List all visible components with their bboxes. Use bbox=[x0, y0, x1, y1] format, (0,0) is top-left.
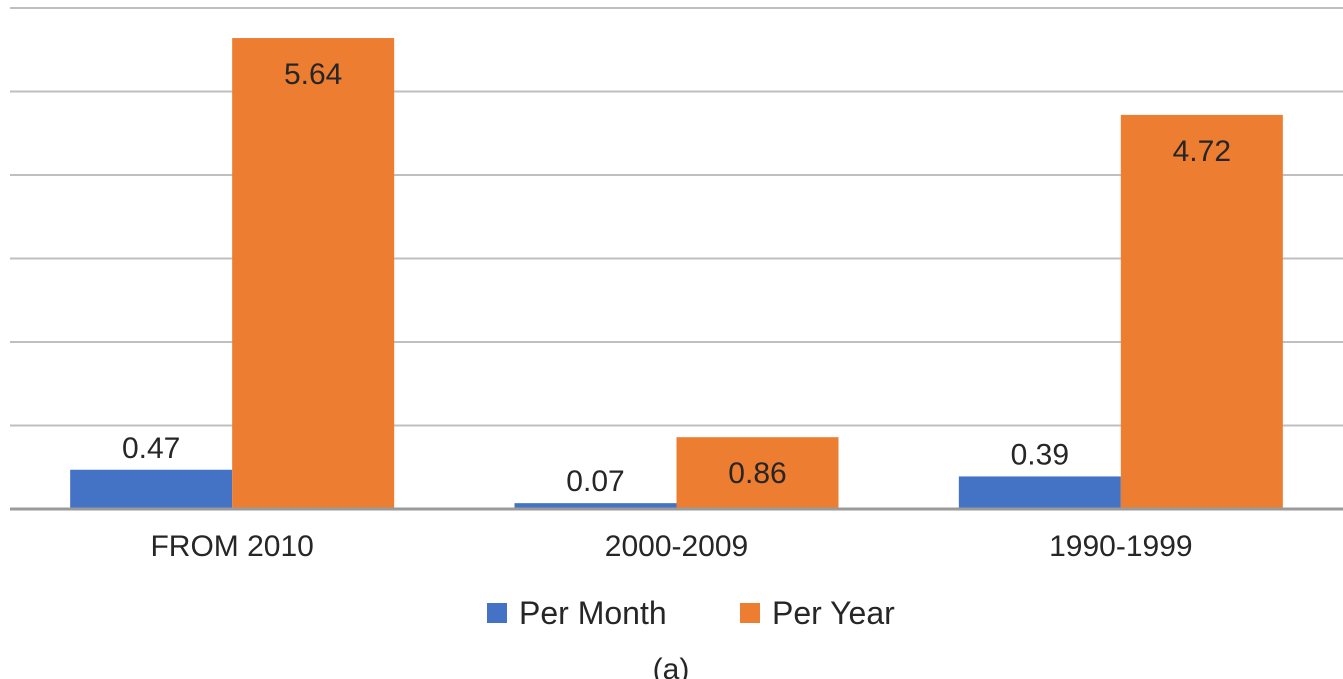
data-label: 0.39 bbox=[1011, 438, 1069, 471]
bar-per-month bbox=[70, 469, 233, 509]
legend-swatch bbox=[740, 603, 760, 623]
bars bbox=[70, 38, 1283, 510]
legend-label: Per Year bbox=[772, 595, 895, 631]
legend-label: Per Month bbox=[519, 595, 667, 631]
figure-caption: (a) bbox=[653, 653, 690, 679]
x-tick-labels: FROM 2010 2000-2009 1990-1999 bbox=[150, 530, 1192, 563]
data-label: 4.72 bbox=[1173, 135, 1231, 168]
data-label: 0.47 bbox=[122, 432, 180, 465]
data-label: 5.64 bbox=[284, 58, 342, 91]
x-tick-label: 1990-1999 bbox=[1049, 530, 1192, 563]
x-tick-label: 2000-2009 bbox=[605, 530, 748, 563]
bar-per-year bbox=[232, 38, 395, 510]
bar-per-year bbox=[1120, 114, 1283, 509]
bar-per-month bbox=[958, 476, 1121, 509]
bar-per-month bbox=[514, 503, 677, 509]
bar-per-year bbox=[676, 437, 839, 509]
x-tick-label: FROM 2010 bbox=[150, 530, 313, 563]
legend-swatch bbox=[487, 603, 507, 623]
data-labels: 0.47 5.64 0.07 0.86 0.39 4.72 bbox=[122, 58, 1231, 498]
data-label: 0.07 bbox=[566, 465, 624, 498]
legend: Per Month Per Year bbox=[487, 595, 895, 631]
data-label: 0.86 bbox=[728, 457, 786, 490]
